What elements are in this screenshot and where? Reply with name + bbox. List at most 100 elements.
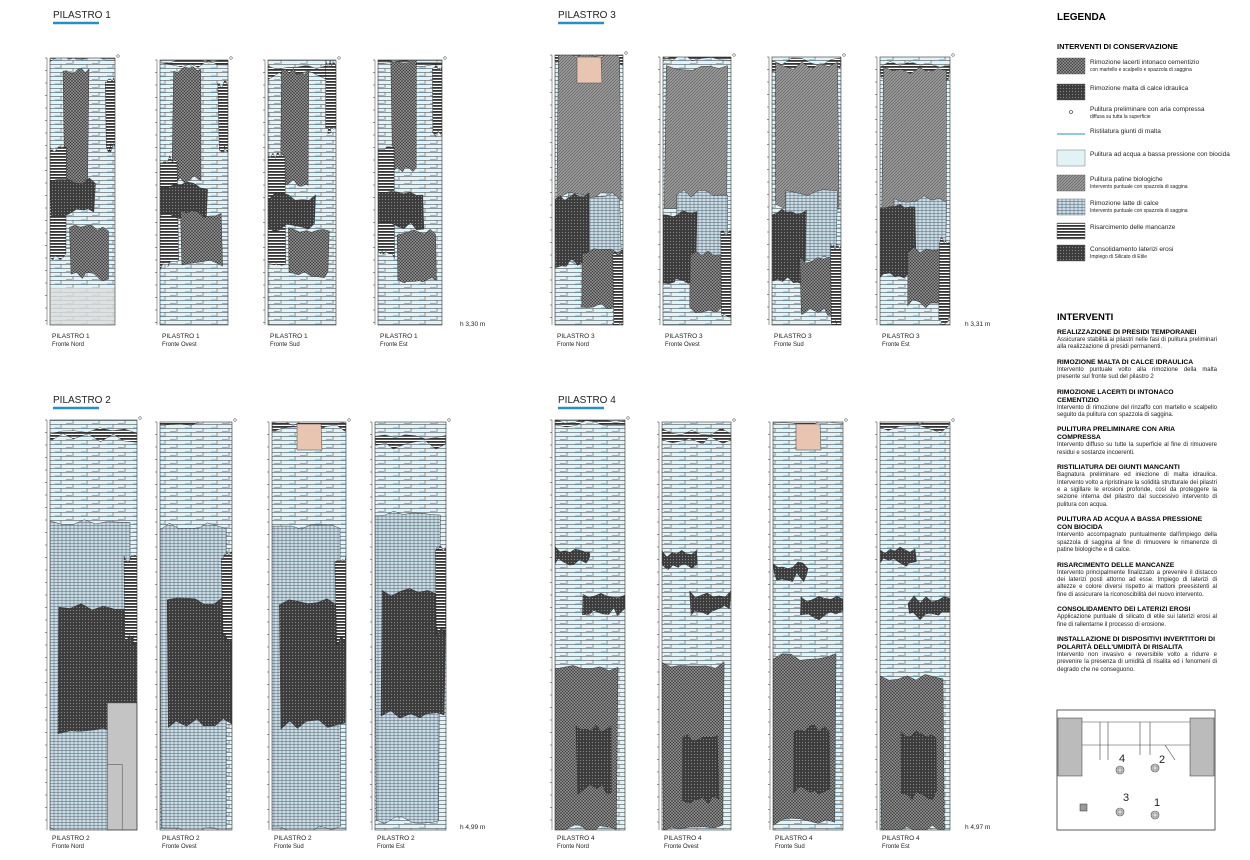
intervento: PULITURA PRELIMINARE CON ARIA COMPRESSA I… <box>1057 426 1217 457</box>
north-mark <box>732 418 736 422</box>
patch-stripes <box>830 243 841 325</box>
legend-note: Intervento puntuale con spazzola di sagg… <box>1090 184 1188 190</box>
plan-wall <box>1189 717 1215 777</box>
height-label: h 3,31 m <box>965 321 990 328</box>
patch-cement <box>180 209 223 267</box>
legend-note: Impiego di Silicato di Etile <box>1090 254 1147 260</box>
stone-insert <box>296 423 323 451</box>
patches <box>555 55 623 325</box>
patches <box>160 60 228 271</box>
outline <box>661 421 732 831</box>
north-mark <box>347 418 351 422</box>
elevation-face: Fronte Nord <box>557 342 589 348</box>
patches <box>880 61 950 325</box>
outline <box>49 57 116 326</box>
legend-item: Consolidamento laterizi erosi Impiego di … <box>1090 246 1173 260</box>
patch-stripes <box>325 60 336 134</box>
patch-dark <box>880 546 917 567</box>
patch-cement <box>171 66 202 184</box>
legend-swatch <box>1056 222 1086 240</box>
patch-stripes <box>123 554 137 645</box>
patch-dark <box>166 597 232 728</box>
patch-stripes <box>720 230 731 319</box>
stone-insert <box>795 423 822 451</box>
legend-note: diffusa su tutta la superficie <box>1090 114 1151 120</box>
interventi-title: INTERVENTI <box>1057 312 1114 323</box>
intervento: REALIZZAZIONE DI PRESIDI TEMPORANEI Assic… <box>1057 329 1217 352</box>
patch-dark <box>689 590 731 616</box>
elevation <box>550 51 628 326</box>
patch-stripes <box>663 57 731 61</box>
elevation-face: Fronte Sud <box>775 844 805 850</box>
group-title: PILASTRO 1 <box>53 10 111 21</box>
patch-stripes <box>431 62 442 138</box>
ruler <box>550 54 553 325</box>
patch-plain <box>50 287 115 325</box>
height-label: h 4,97 m <box>965 824 990 831</box>
interventi-sections: REALIZZAZIONE DI PRESIDI TEMPORANEI Assic… <box>1057 329 1217 674</box>
intervento-heading: RISARCIMENTO DELLE MANCANZE <box>1057 561 1175 569</box>
ruler <box>767 56 770 325</box>
patch-dark <box>793 724 831 795</box>
ruler <box>370 421 373 830</box>
patch-stripes <box>662 427 731 445</box>
plan-lines <box>1082 721 1190 761</box>
intervento-text: Intervento di rimozione del rinzaffo con… <box>1057 404 1217 419</box>
group-title: PILASTRO 4 <box>558 395 616 406</box>
legend-item: Rimozione malta di calce idraulica <box>1090 85 1188 93</box>
intervento-text: Applicazione puntuale di silicato di eti… <box>1057 614 1217 628</box>
north-mark <box>229 56 233 60</box>
pillar-label: 2 <box>1159 754 1165 766</box>
patch-stripes <box>880 422 950 434</box>
legend-label: Rimozione lacerti intonaco cementizio <box>1090 59 1200 66</box>
patch-stripes <box>555 420 625 428</box>
ruler <box>550 419 553 830</box>
elevation-face: Fronte Sud <box>774 342 804 348</box>
legend-subtitle: INTERVENTI DI CONSERVAZIONE <box>1057 42 1178 51</box>
north-mark <box>233 418 237 422</box>
elevation-name: PILASTRO 2 <box>162 835 200 842</box>
legend-label: Risarcimento delle mancanze <box>1090 224 1176 231</box>
intervento-heading: CONSOLIDAMENTO DEI LATERIZI EROSI <box>1057 606 1191 614</box>
elevation-name: PILASTRO 1 <box>270 333 308 340</box>
north-mark <box>447 418 451 422</box>
elevation-name: PILASTRO 3 <box>665 333 703 340</box>
elevation-face: Fronte Ovest <box>162 342 197 348</box>
intervento-heading: RISTILIATURA DEI GIUNTI MANCANTI <box>1057 464 1180 472</box>
intervento-text: Intervento non invasivo e reversibile vo… <box>1057 651 1217 673</box>
ruler <box>155 59 158 325</box>
patch-dark <box>662 549 698 570</box>
patch-dark <box>380 588 446 719</box>
height-label: h 4,99 m <box>460 824 485 831</box>
outline <box>662 56 732 326</box>
patch-dark <box>378 191 425 231</box>
interventi: INTERVENTI REALIZZAZIONE DI PRESIDI TEMP… <box>1057 312 1217 681</box>
elevation <box>45 54 120 326</box>
elevation-name: PILASTRO 4 <box>775 835 813 842</box>
outline <box>377 59 443 326</box>
patches <box>50 427 137 830</box>
patch-cement <box>280 67 310 187</box>
elevation <box>875 418 955 831</box>
patch-dark <box>900 731 937 801</box>
legend-label: Rimozione malta di calce idraulica <box>1090 85 1189 92</box>
legend-swatch <box>1056 57 1086 75</box>
ruler <box>875 421 878 830</box>
plan-block <box>1079 803 1088 812</box>
elevation-name: PILASTRO 3 <box>882 333 920 340</box>
legend-swatch <box>1056 149 1086 167</box>
legend-item: Pulitura ad acqua a bassa pressione con … <box>1090 151 1230 159</box>
elevation-name: PILASTRO 1 <box>380 333 418 340</box>
north-mark <box>626 416 630 420</box>
legend-swatches <box>1056 57 1086 262</box>
pillar-core <box>1117 809 1123 815</box>
drawings: PILASTRO 1 h 3,30 m PILASTRO 1 Fronte Nord P… <box>45 10 990 850</box>
pillar-marker <box>1150 810 1160 820</box>
support-line <box>107 764 123 830</box>
patch-dark <box>268 192 316 232</box>
patch-stripes <box>334 556 346 646</box>
patch-cement <box>69 224 109 282</box>
patch-dark <box>50 177 96 218</box>
elevation-name: PILASTRO 2 <box>274 835 312 842</box>
north-mark <box>951 53 955 57</box>
